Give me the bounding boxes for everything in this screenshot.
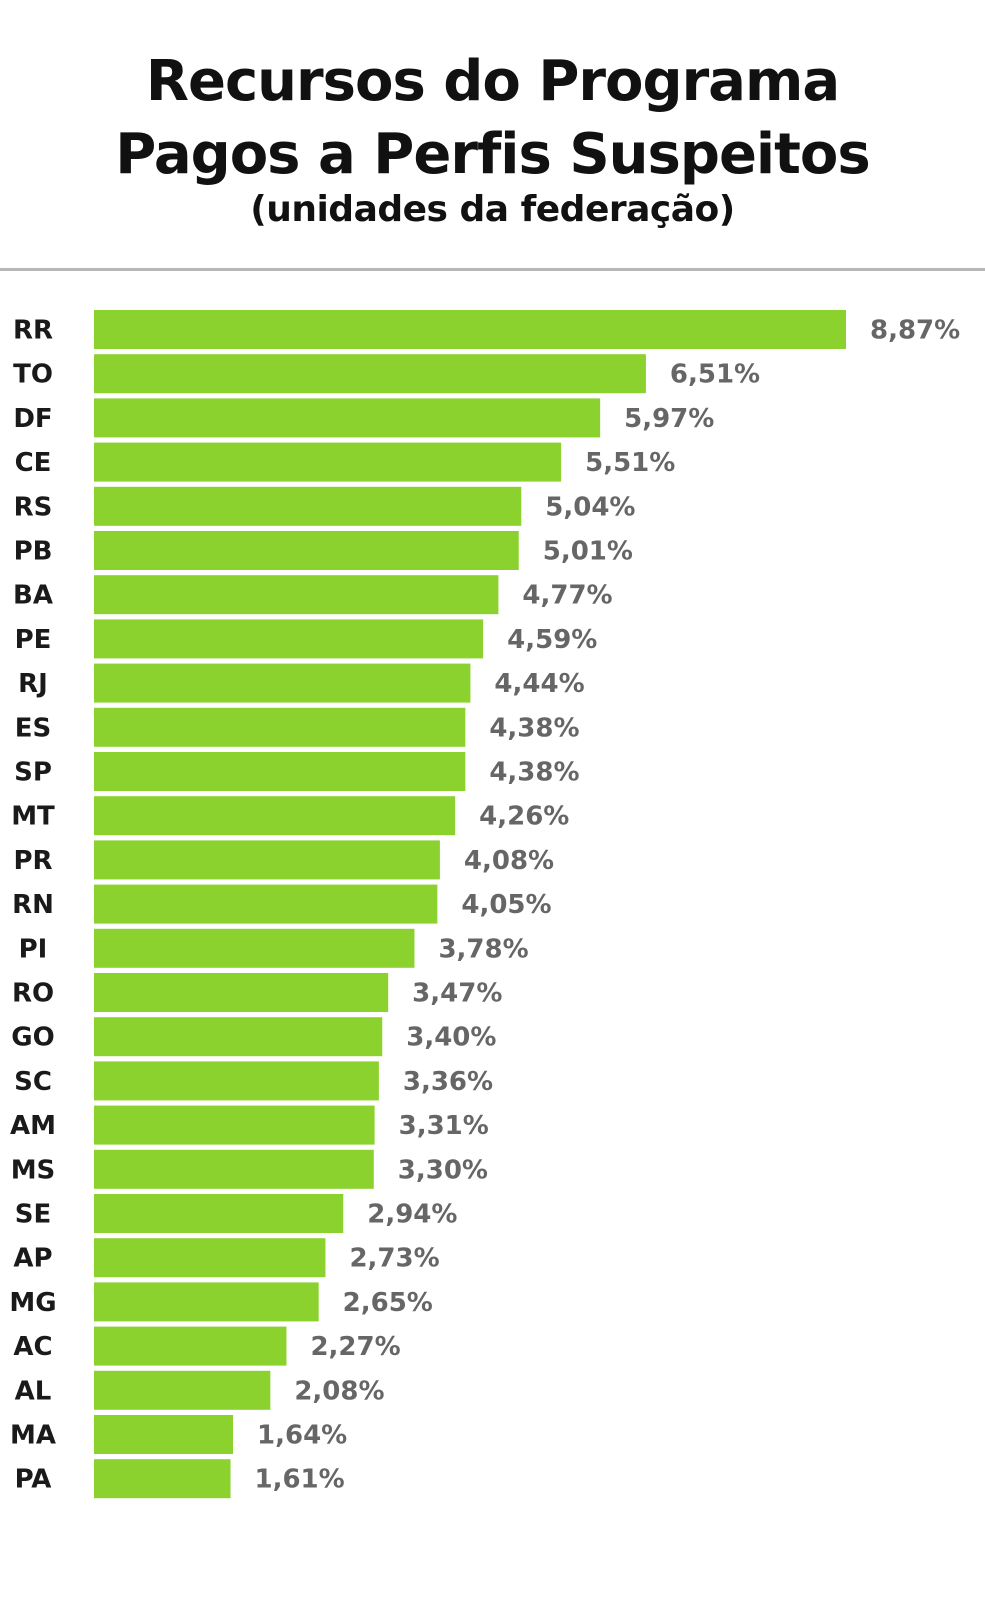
category-label-ac: AC <box>13 1332 52 1362</box>
bar-go <box>94 1017 383 1057</box>
value-label-pi: 3,78% <box>438 934 528 964</box>
category-label-go: GO <box>11 1023 54 1053</box>
category-label-am: AM <box>10 1111 56 1141</box>
value-label-es: 4,38% <box>489 713 579 743</box>
value-label-ce: 5,51% <box>585 448 675 478</box>
value-label-pb: 5,01% <box>543 537 633 567</box>
bar-am <box>94 1105 375 1145</box>
value-label-pr: 4,08% <box>464 846 554 876</box>
value-label-sc: 3,36% <box>403 1067 493 1097</box>
chart-subtitle: (unidades da federação) <box>250 189 735 230</box>
value-label-to: 6,51% <box>670 360 760 390</box>
category-label-df: DF <box>13 404 52 434</box>
bar-ap <box>94 1238 326 1278</box>
category-label-sp: SP <box>14 758 52 788</box>
category-label-pe: PE <box>15 625 52 655</box>
bar-mg <box>94 1282 319 1322</box>
category-label-rj: RJ <box>18 669 48 699</box>
category-label-ms: MS <box>11 1155 56 1185</box>
bar-pr <box>94 840 440 880</box>
bar-pi <box>94 928 415 968</box>
bar-rj <box>94 663 471 703</box>
chart-title-line-1: Recursos do Programa <box>145 49 840 114</box>
value-label-rs: 5,04% <box>545 492 635 522</box>
category-label-rr: RR <box>13 316 53 346</box>
bar-al <box>94 1370 271 1410</box>
bar-pb <box>94 531 519 570</box>
category-label-ce: CE <box>15 448 52 478</box>
value-label-df: 5,97% <box>624 404 714 434</box>
category-label-pa: PA <box>15 1465 52 1495</box>
bar-rs <box>94 486 522 526</box>
value-label-sp: 4,38% <box>489 758 579 788</box>
bar-pa <box>94 1459 231 1499</box>
category-label-pb: PB <box>14 537 53 567</box>
value-label-rj: 4,44% <box>494 669 584 699</box>
category-label-mg: MG <box>9 1288 56 1318</box>
chart-title-line-2: Pagos a Perfis Suspeitos <box>115 122 870 187</box>
bar-es <box>94 707 466 747</box>
bar-ms <box>94 1149 374 1189</box>
bar-ma <box>94 1415 234 1454</box>
value-label-ap: 2,73% <box>349 1244 439 1274</box>
value-label-am: 3,31% <box>399 1111 489 1141</box>
category-label-to: TO <box>13 360 53 390</box>
category-label-mt: MT <box>11 802 55 832</box>
bar-df <box>94 398 601 438</box>
value-label-se: 2,94% <box>367 1200 457 1230</box>
value-label-pe: 4,59% <box>507 625 597 655</box>
category-label-ma: MA <box>10 1421 56 1451</box>
bar-ce <box>94 442 562 482</box>
bar-ro <box>94 973 389 1012</box>
category-label-rs: RS <box>14 492 53 522</box>
bar-se <box>94 1194 344 1233</box>
value-label-go: 3,40% <box>406 1023 496 1053</box>
category-label-se: SE <box>15 1200 52 1230</box>
value-label-ba: 4,77% <box>522 581 612 611</box>
category-label-pi: PI <box>19 934 48 964</box>
bar-rr <box>94 310 846 349</box>
bar-rn <box>94 884 438 924</box>
bar-sp <box>94 752 466 791</box>
value-label-ac: 2,27% <box>310 1332 400 1362</box>
value-label-rr: 8,87% <box>870 316 960 346</box>
category-label-pr: PR <box>13 846 52 876</box>
bar-to <box>94 354 646 394</box>
bar-pe <box>94 619 484 659</box>
category-label-rn: RN <box>12 890 54 920</box>
bar-mt <box>94 796 456 836</box>
bar-sc <box>94 1061 379 1101</box>
category-label-sc: SC <box>14 1067 52 1097</box>
category-label-ro: RO <box>12 979 54 1009</box>
value-label-mg: 2,65% <box>343 1288 433 1318</box>
value-label-pa: 1,61% <box>254 1465 344 1495</box>
bar-ba <box>94 575 499 615</box>
value-label-ms: 3,30% <box>398 1155 488 1185</box>
title-divider <box>0 268 985 271</box>
value-label-al: 2,08% <box>294 1376 384 1406</box>
category-label-ba: BA <box>13 581 53 611</box>
category-label-es: ES <box>15 713 52 743</box>
value-label-rn: 4,05% <box>461 890 551 920</box>
value-label-ro: 3,47% <box>412 979 502 1009</box>
category-label-ap: AP <box>13 1244 52 1274</box>
category-label-al: AL <box>15 1376 52 1406</box>
value-label-mt: 4,26% <box>479 802 569 832</box>
value-label-ma: 1,64% <box>257 1421 347 1451</box>
bar-ac <box>94 1326 287 1366</box>
